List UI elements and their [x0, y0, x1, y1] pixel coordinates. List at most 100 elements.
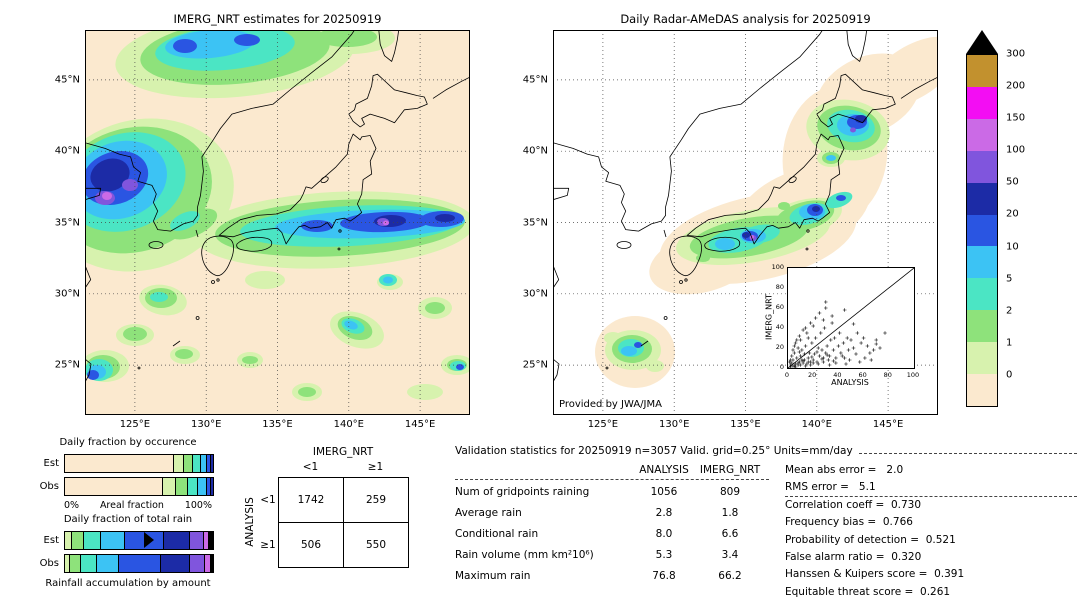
scatter-point	[820, 357, 824, 361]
stats-analysis-value: 1056	[650, 485, 678, 498]
scatter-point	[811, 324, 815, 328]
scatter-point	[840, 354, 844, 358]
bar-segment	[206, 455, 210, 472]
scatter-point	[851, 346, 856, 350]
scatter-point	[797, 334, 802, 338]
contingency-cell: 506	[278, 522, 344, 568]
bar-row-label: Obs	[39, 558, 59, 569]
scatter-point	[803, 364, 808, 368]
contingency-row-label: ≥1	[260, 538, 276, 551]
left-map-title: IMERG_NRT estimates for 20250919	[173, 12, 382, 26]
scatter-point	[815, 360, 819, 364]
scatter-point	[810, 355, 814, 359]
stats-score-line: Hanssen & Kuipers score = 0.391	[785, 568, 965, 581]
colorbar-cell	[967, 374, 997, 406]
scatter-point	[878, 346, 882, 350]
scatter-point	[858, 360, 862, 364]
scatter-point	[803, 344, 808, 348]
scatter-point	[801, 328, 805, 332]
axis-title: Areal fraction	[99, 500, 164, 511]
validation-stats-block: Validation statistics for 20250919 n=305…	[455, 443, 1077, 601]
inset-x-tick-label: 0	[784, 371, 790, 379]
colorbar-tick-label: 50	[1006, 176, 1019, 188]
inset-y-axis-label: IMERG_NRT	[764, 294, 774, 340]
longitude-tick-label: 135°E	[262, 419, 293, 430]
bar-segment	[82, 532, 101, 549]
scatter-point	[808, 363, 813, 367]
colorbar-cell	[967, 278, 997, 311]
stats-row-label: Num of gridpoints raining	[455, 485, 590, 498]
colorbar-tick-label: 100	[1006, 144, 1026, 156]
colorbar-cell	[967, 118, 997, 151]
colorbar-cell	[967, 55, 997, 87]
scatter-point	[868, 351, 872, 355]
scatter-point	[825, 353, 829, 357]
bar-segment	[100, 532, 125, 549]
scatter-point	[825, 344, 829, 348]
scatter-point	[849, 338, 853, 342]
stats-rows: Num of gridpoints raining 1056 809 Average …	[455, 481, 769, 586]
scatter-point	[847, 358, 852, 362]
scatter-canvas	[787, 267, 915, 369]
contingency-table: 1742 259 506 550	[278, 477, 409, 568]
scatter-point	[865, 344, 870, 348]
total-rain-est-bar	[64, 531, 214, 550]
bar-segment	[197, 478, 206, 495]
stats-table: ANALYSIS IMERG_NRT Num of gridpoints rai…	[455, 462, 769, 601]
contingency-col-label: ≥1	[367, 461, 384, 473]
bar-segment	[173, 455, 184, 472]
bar-segment	[209, 455, 213, 472]
scatter-point	[820, 348, 824, 352]
scatter-point	[831, 348, 836, 352]
scatter-point	[837, 331, 842, 335]
scatter-point	[796, 346, 800, 350]
colorbar-tick-label: 200	[1006, 80, 1026, 92]
colorbar-tick-label: 2	[1006, 305, 1013, 317]
scatter-point	[813, 316, 818, 320]
scatter-point	[871, 348, 876, 352]
contingency-row-group: ANALYSIS	[244, 497, 256, 547]
total-rain-obs-row: Obs	[30, 554, 226, 573]
inset-y-tick-label: 20	[775, 343, 784, 351]
stats-analysis-value: 5.3	[655, 548, 673, 561]
scatter-point	[824, 300, 828, 304]
contingency-cell: 1742	[278, 477, 344, 523]
scatter-point	[842, 356, 847, 360]
bar-segment	[202, 532, 209, 549]
inset-y-tick-label: 80	[775, 283, 784, 291]
scatter-point	[822, 326, 827, 330]
scatter-point	[803, 326, 808, 330]
bar-segment	[187, 478, 198, 495]
scatter-point	[805, 362, 809, 366]
scatter-point	[792, 351, 797, 355]
contingency-row-label: <1	[260, 493, 276, 506]
latitude-tick-label: 30°N	[54, 288, 80, 300]
scatter-point	[851, 322, 856, 326]
scatter-point	[806, 356, 810, 360]
longitude-tick-label: 145°E	[872, 419, 904, 430]
inset-x-tick-label: 80	[883, 371, 892, 379]
stats-col-analysis: ANALYSIS	[639, 463, 689, 476]
scatter-point	[791, 348, 795, 352]
stats-imerg-value: 66.2	[718, 569, 742, 582]
stats-table-header: ANALYSIS IMERG_NRT	[455, 462, 769, 477]
bar-segment	[96, 555, 119, 572]
bar-segment	[205, 478, 210, 495]
scatter-point	[834, 356, 838, 360]
fraction-charts: Daily fraction by occurence Est Obs 0% A…	[30, 436, 226, 591]
scatter-point	[883, 331, 887, 335]
inset-plot-area	[787, 267, 915, 369]
colorbar-cell	[967, 214, 997, 247]
scatter-point	[812, 352, 817, 356]
bar-segment	[200, 455, 207, 472]
colorbar-over-arrow	[966, 30, 998, 54]
scatter-point	[859, 341, 863, 345]
scatter-point	[836, 344, 841, 348]
bar-segment	[209, 555, 213, 572]
longitude-tick-label: 140°E	[801, 419, 832, 430]
stats-imerg-value: 1.8	[721, 506, 739, 519]
stats-imerg-value: 6.6	[721, 527, 739, 540]
dashed-rule	[858, 453, 1077, 454]
colorbar-tick-label: 10	[1006, 241, 1019, 253]
